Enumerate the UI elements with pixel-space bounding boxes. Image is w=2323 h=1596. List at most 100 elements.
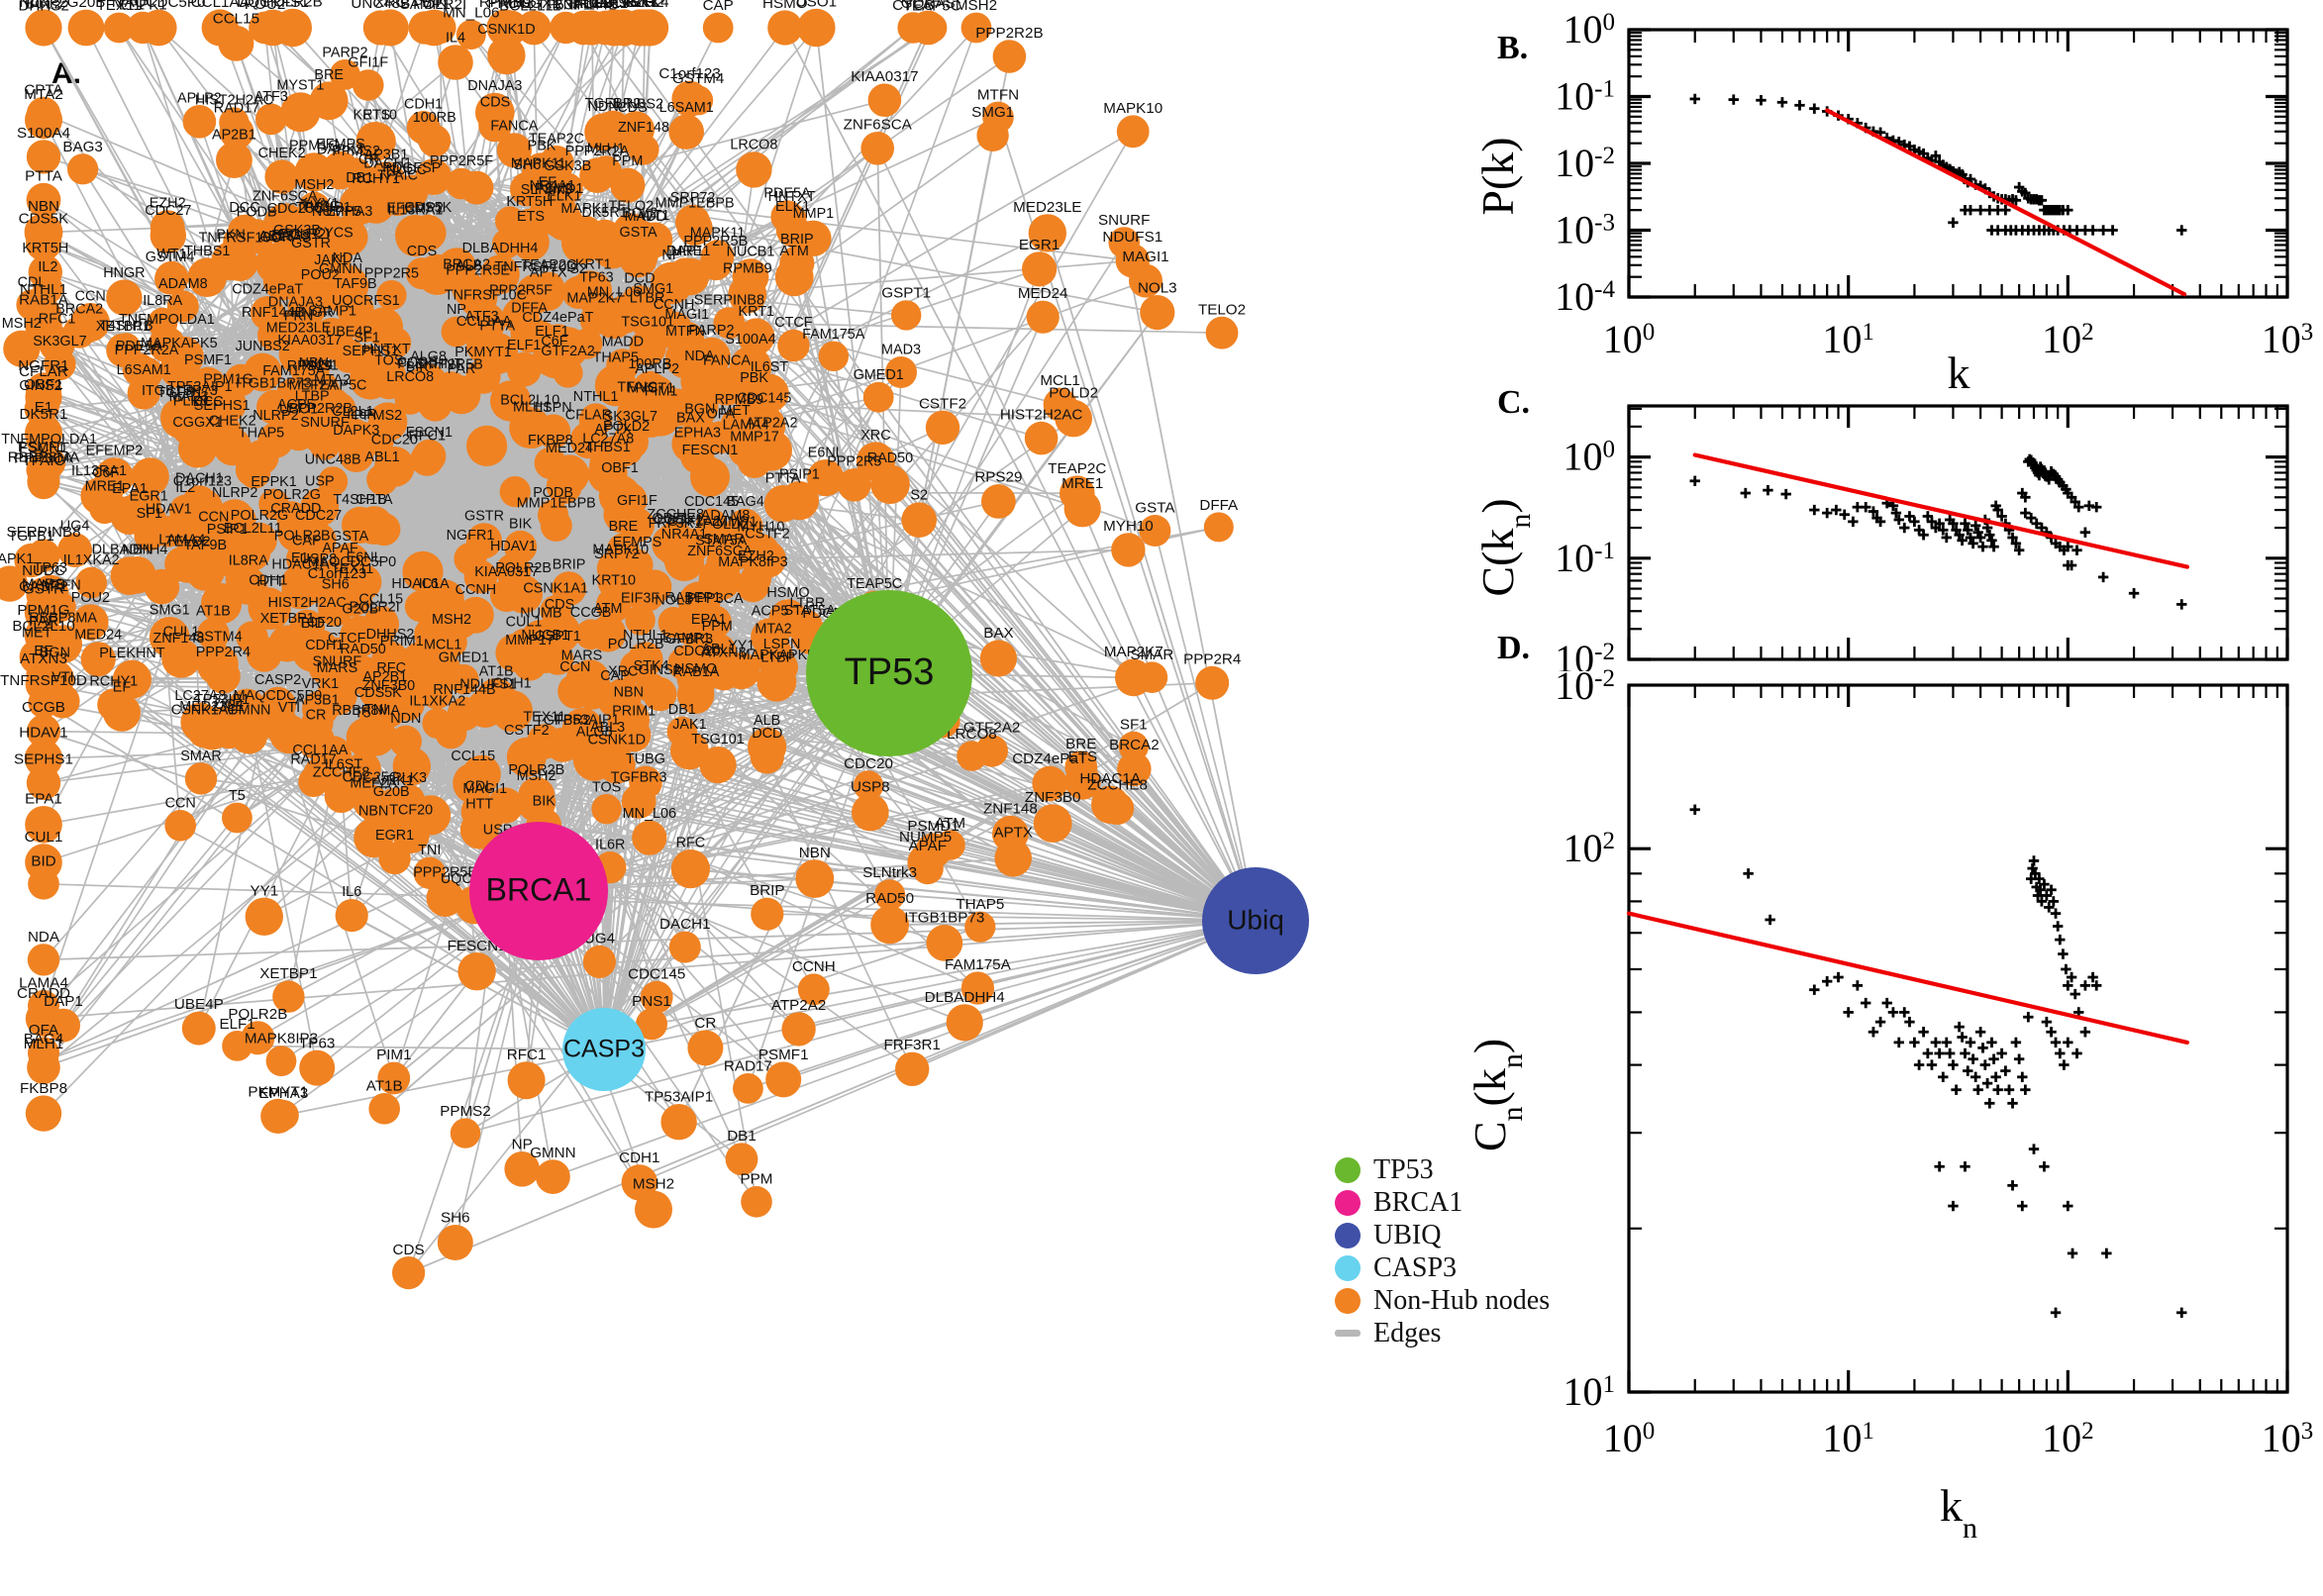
network-node-label: HIST2H2AC bbox=[195, 93, 273, 109]
network-node-label: PPM1G bbox=[17, 602, 69, 619]
network-node-label: POLR2G bbox=[231, 508, 288, 524]
network-node bbox=[765, 1061, 802, 1098]
network-node-label: BIK bbox=[533, 793, 556, 809]
network-node-label: IL2 bbox=[38, 259, 57, 275]
network-node bbox=[518, 776, 556, 814]
network-node bbox=[621, 784, 656, 819]
network-node bbox=[527, 724, 562, 759]
network-node-label: MMP1 bbox=[716, 515, 758, 531]
network-node-label: USP8 bbox=[300, 551, 338, 567]
network-node-label: RFC1 bbox=[408, 429, 446, 445]
network-node bbox=[243, 352, 282, 392]
network-node-label: RPS29 bbox=[287, 358, 333, 374]
network-node-label: CDH1 bbox=[619, 1149, 659, 1166]
network-node bbox=[1026, 300, 1060, 334]
network-node-label: DAPK3 bbox=[333, 423, 379, 439]
network-node bbox=[539, 611, 580, 653]
network-node-label: XRC bbox=[608, 663, 638, 679]
network-node-label: PLEKHNT bbox=[99, 646, 165, 661]
network-node-label: ATXN3 bbox=[701, 646, 746, 661]
network-node bbox=[748, 727, 787, 766]
network-node bbox=[28, 391, 59, 424]
network-node-label: AT1B bbox=[196, 603, 231, 619]
network-node-label: UBE4P bbox=[326, 325, 372, 341]
network-node-label: ZNF3B0 bbox=[362, 678, 416, 694]
network-node bbox=[24, 213, 63, 252]
fit-line bbox=[1825, 108, 2187, 297]
network-node-label: CUL1 bbox=[25, 829, 63, 846]
network-node-label: PNS1 bbox=[632, 993, 671, 1010]
network-node bbox=[453, 762, 494, 804]
network-node bbox=[249, 11, 281, 45]
network-node-label: ETS bbox=[1068, 748, 1098, 765]
network-node-label: HDAC1A bbox=[271, 556, 330, 572]
network-node-label: XETBP1 bbox=[96, 319, 151, 335]
network-node-label: MMP17 bbox=[730, 430, 779, 446]
network-node-label: G20B bbox=[67, 0, 106, 11]
network-node-label: PPMS2 bbox=[354, 408, 402, 424]
network-node-label: MRE1 bbox=[85, 479, 125, 495]
network-node-label: MN_L06 bbox=[587, 285, 641, 301]
network-node bbox=[67, 153, 99, 185]
network-node-label: TP53IP1 bbox=[296, 200, 352, 216]
network-node bbox=[394, 784, 425, 816]
network-node-label: PPP2R5F bbox=[489, 283, 553, 299]
network-node-label: LTBR bbox=[790, 596, 826, 612]
network-node bbox=[264, 159, 299, 194]
network-node bbox=[509, 407, 552, 449]
network-node-label: BGN bbox=[684, 402, 715, 418]
network-node bbox=[25, 101, 62, 140]
network-node-label: TP53AIP1 bbox=[645, 1089, 713, 1106]
network-node-label: ZCCHE8 bbox=[647, 507, 704, 523]
network-node bbox=[366, 161, 406, 201]
network-node bbox=[852, 793, 889, 832]
network-node-label: HTT bbox=[256, 574, 284, 590]
network-node-label: BCL2L10 bbox=[12, 618, 74, 635]
network-node-label: TUBG bbox=[301, 198, 341, 214]
network-node-label: TOS bbox=[374, 352, 403, 368]
network-node-label: MAQCDC5P0 bbox=[234, 688, 323, 704]
network-node-label: PLEKHNT bbox=[397, 356, 463, 372]
network-node bbox=[616, 394, 658, 437]
network-node bbox=[1063, 490, 1101, 528]
network-node bbox=[487, 36, 526, 75]
network-node-label: ELF1 bbox=[535, 324, 568, 340]
network-node-label: APTX bbox=[993, 825, 1033, 842]
network-node bbox=[499, 476, 531, 508]
network-node-label: PLK3 bbox=[173, 394, 208, 410]
network-node-label: DFFA bbox=[1199, 497, 1239, 514]
network-node bbox=[1116, 115, 1150, 149]
network-node-label: MTA2 bbox=[755, 621, 791, 637]
network-node bbox=[358, 674, 394, 709]
network-node bbox=[255, 103, 287, 136]
network-node-label: AP2B1 bbox=[362, 669, 407, 685]
network-node-label: EIF3F bbox=[621, 591, 659, 607]
network-node-label: PPP2R4 bbox=[1183, 650, 1241, 667]
network-node-label: GSPT1 bbox=[881, 285, 931, 302]
network-node-label: LTBP bbox=[295, 389, 330, 405]
network-node bbox=[389, 725, 422, 757]
network-node-label: EF bbox=[113, 679, 132, 695]
network-node bbox=[466, 425, 508, 466]
network-node-label: PDE5A bbox=[116, 339, 163, 354]
network-node-label: CDC27 bbox=[145, 203, 191, 219]
network-node-label: T5 bbox=[354, 705, 371, 721]
network-node-label: SMG1 bbox=[971, 104, 1014, 121]
network-node-label: SH6 bbox=[322, 576, 350, 592]
network-node-label: FANCA bbox=[490, 119, 538, 135]
network-node-label: EPPK1 bbox=[251, 474, 296, 490]
network-node bbox=[465, 358, 501, 394]
network-node bbox=[569, 422, 608, 459]
network-node bbox=[534, 447, 566, 479]
network-node-label: USP8 bbox=[851, 778, 890, 795]
network-node bbox=[698, 605, 732, 639]
network-node bbox=[259, 686, 296, 724]
network-node-label: POLR2B bbox=[495, 560, 552, 576]
network-node-label: PTTA bbox=[765, 470, 801, 486]
network-node-label: BAX bbox=[676, 411, 705, 427]
network-node bbox=[680, 440, 715, 474]
network-node-label: MTFN bbox=[42, 577, 81, 593]
network-node-label: NBN bbox=[299, 355, 329, 371]
network-node bbox=[415, 158, 453, 196]
network-node bbox=[311, 318, 354, 359]
